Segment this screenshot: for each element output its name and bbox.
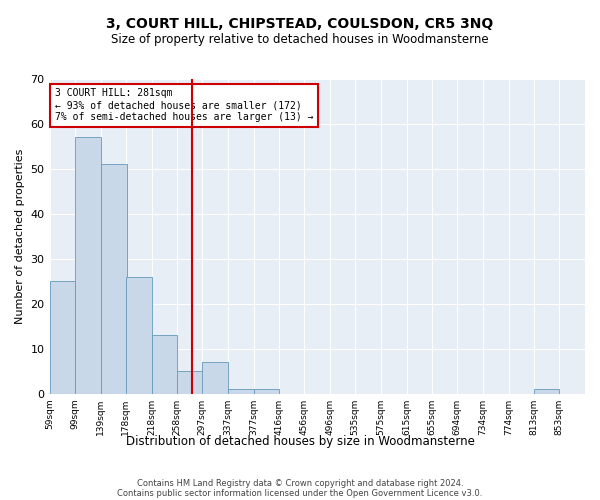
Y-axis label: Number of detached properties: Number of detached properties xyxy=(15,148,25,324)
Text: Contains HM Land Registry data © Crown copyright and database right 2024.: Contains HM Land Registry data © Crown c… xyxy=(137,478,463,488)
Bar xyxy=(101,164,127,394)
Bar xyxy=(178,372,203,394)
Bar xyxy=(75,138,101,394)
Text: Distribution of detached houses by size in Woodmansterne: Distribution of detached houses by size … xyxy=(125,434,475,448)
Bar xyxy=(126,277,152,394)
Text: 3, COURT HILL, CHIPSTEAD, COULSDON, CR5 3NQ: 3, COURT HILL, CHIPSTEAD, COULSDON, CR5 … xyxy=(106,18,494,32)
Text: Size of property relative to detached houses in Woodmansterne: Size of property relative to detached ho… xyxy=(111,32,489,46)
Bar xyxy=(152,336,178,394)
Bar xyxy=(50,282,75,394)
Text: 3 COURT HILL: 281sqm
← 93% of detached houses are smaller (172)
7% of semi-detac: 3 COURT HILL: 281sqm ← 93% of detached h… xyxy=(55,88,313,122)
Bar xyxy=(254,390,280,394)
Bar xyxy=(202,362,228,394)
Bar xyxy=(228,390,254,394)
Bar xyxy=(533,390,559,394)
Text: Contains public sector information licensed under the Open Government Licence v3: Contains public sector information licen… xyxy=(118,488,482,498)
